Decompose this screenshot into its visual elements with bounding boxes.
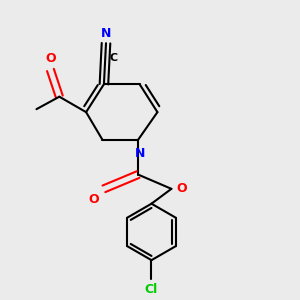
- Text: O: O: [89, 193, 100, 206]
- Text: C: C: [110, 53, 118, 63]
- Text: Cl: Cl: [145, 283, 158, 296]
- Text: O: O: [45, 52, 56, 65]
- Text: N: N: [134, 147, 145, 160]
- Text: O: O: [177, 182, 188, 195]
- Text: N: N: [101, 27, 111, 40]
